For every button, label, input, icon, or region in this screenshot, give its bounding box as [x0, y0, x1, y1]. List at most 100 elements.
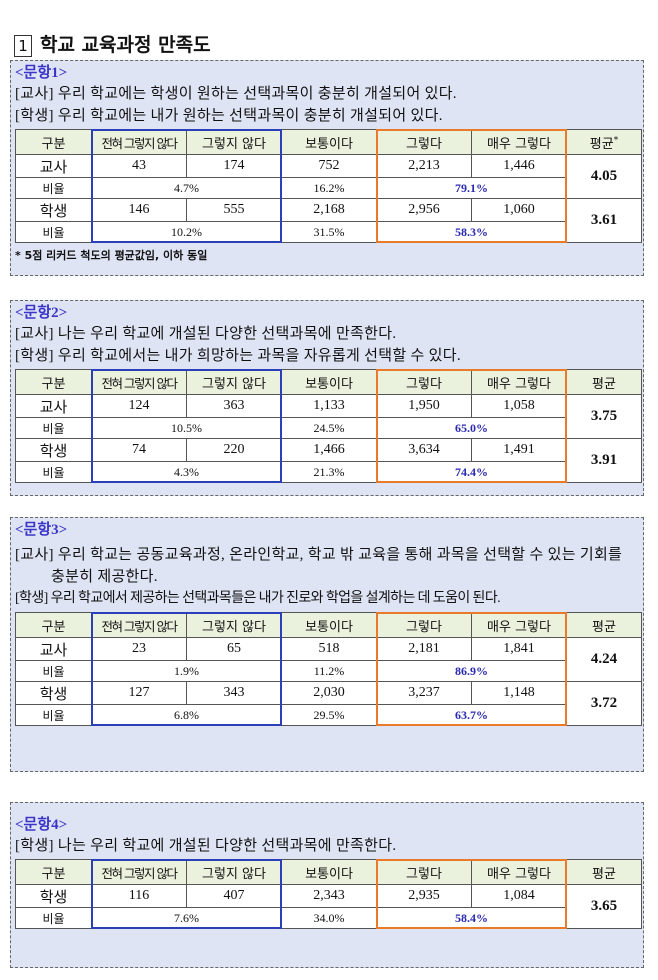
mean-cell: 3.65	[566, 884, 642, 929]
column-mark: *	[613, 135, 619, 146]
count-cell: 2,343	[281, 884, 377, 908]
table-wrap: 구분 전혀 그렇지 않다 그렇지 않다 보통이다 그렇다 매우 그렇다 평균 교사 23 65 51…	[15, 612, 642, 726]
ratio-row: 비율 10.5% 24.5% 65.0%	[15, 417, 642, 439]
ratio-label: 비율	[15, 221, 92, 243]
table-wrap: 구분 전혀 그렇지 않다 그렇지 않다 보통이다 그렇다 매우 그렇다 평균 학생 116 407…	[15, 859, 642, 929]
column-header: 전혀 그렇지 않다	[91, 369, 187, 395]
column-header-text: 그렇다	[406, 136, 442, 152]
question-label: <문항3>	[15, 522, 68, 538]
column-header-text: 그렇지 않다	[202, 619, 266, 635]
statement: [학생] 우리 학교에서 제공하는 선택과목들은 내가 진로와 학업을 설계하는…	[15, 591, 501, 606]
column-header-text: 구분	[41, 376, 66, 392]
count-cell: 124	[91, 394, 187, 418]
count-cell: 43	[91, 154, 187, 178]
column-header: 매우 그렇다	[471, 859, 567, 885]
ratio-cell: 6.8%	[91, 704, 282, 726]
ratio-row: 비율 4.3% 21.3% 74.4%	[15, 461, 642, 483]
page-title: 1 학교 교육과정 만족도	[14, 30, 211, 57]
column-header-text: 그렇지 않다	[202, 376, 266, 392]
mean-cell: 3.91	[566, 438, 642, 483]
column-header-text: 평균	[592, 619, 616, 635]
column-header: 그렇지 않다	[186, 859, 282, 885]
statement: [교사] 우리 학교에는 학생이 원하는 선택과목이 충분히 개설되어 있다.	[15, 86, 457, 102]
column-header: 평균	[566, 859, 642, 885]
ratio-label: 비율	[15, 417, 92, 439]
column-header-text: 보통이다	[305, 866, 353, 882]
column-header: 그렇다	[376, 859, 472, 885]
title-number: 1	[14, 35, 32, 57]
count-cell: 518	[281, 637, 377, 661]
column-header-text: 전혀 그렇지 않다	[101, 865, 178, 881]
statement: [교사] 나는 우리 학교에 개설된 다양한 선택과목에 만족한다.	[15, 326, 397, 342]
count-row: 학생 74 220 1,466 3,634 1,491 3.91	[15, 438, 642, 483]
count-cell: 3,237	[376, 681, 472, 705]
column-header-text: 그렇지 않다	[202, 866, 266, 882]
question-section: <문항2> [교사] 나는 우리 학교에 개설된 다양한 선택과목에 만족한다. […	[10, 300, 644, 496]
ratio-row: 비율 1.9% 11.2% 86.9%	[15, 660, 642, 682]
column-header: 그렇다	[376, 612, 472, 638]
count-cell: 146	[91, 198, 187, 222]
column-header: 평균	[566, 369, 642, 395]
count-cell: 1,950	[376, 394, 472, 418]
satisfaction-table: 구분 전혀 그렇지 않다 그렇지 않다 보통이다 그렇다 매우 그렇다 평균 교사 23 65 51…	[15, 612, 642, 726]
statement: [교사] 우리 학교는 공동교육과정, 온라인학교, 학교 밖 교육을 통해 과…	[15, 547, 623, 585]
column-header: 전혀 그렇지 않다	[91, 129, 187, 155]
count-cell: 116	[91, 884, 187, 908]
count-cell: 2,956	[376, 198, 472, 222]
column-header: 구분	[15, 612, 92, 638]
column-header-text: 그렇다	[406, 376, 442, 392]
ratio-cell: 1.9%	[91, 660, 282, 682]
count-cell: 1,466	[281, 438, 377, 462]
header-row: 구분 전혀 그렇지 않다 그렇지 않다 보통이다 그렇다 매우 그렇다 평균	[15, 369, 642, 395]
question-section: <문항3> [교사] 우리 학교는 공동교육과정, 온라인학교, 학교 밖 교육을…	[10, 517, 644, 772]
column-header-text: 보통이다	[305, 136, 353, 152]
column-header: 구분	[15, 369, 92, 395]
ratio-cell: 10.5%	[91, 417, 282, 439]
count-cell: 127	[91, 681, 187, 705]
ratio-label: 비율	[15, 461, 92, 483]
ratio-label: 비율	[15, 907, 92, 929]
count-cell: 65	[186, 637, 282, 661]
column-header: 전혀 그렇지 않다	[91, 612, 187, 638]
ratio-label: 비율	[15, 704, 92, 726]
count-cell: 343	[186, 681, 282, 705]
footnote: * 5점 리커드 척도의 평균값임, 이하 동일	[15, 249, 208, 262]
count-row: 학생 116 407 2,343 2,935 1,084 3.65	[15, 884, 642, 929]
ratio-cell: 16.2%	[281, 177, 377, 199]
count-cell: 1,060	[471, 198, 567, 222]
column-header: 구분	[15, 129, 92, 155]
count-cell: 1,084	[471, 884, 567, 908]
count-row: 학생 127 343 2,030 3,237 1,148 3.72	[15, 681, 642, 726]
column-header-text: 구분	[41, 136, 66, 152]
table-wrap: 구분 전혀 그렇지 않다 그렇지 않다 보통이다 그렇다 매우 그렇다 평균* 교사 43 174…	[15, 129, 642, 243]
ratio-cell: 4.7%	[91, 177, 282, 199]
column-header-text: 전혀 그렇지 않다	[101, 375, 178, 391]
count-cell: 23	[91, 637, 187, 661]
column-header: 구분	[15, 859, 92, 885]
column-header: 매우 그렇다	[471, 369, 567, 395]
header-row: 구분 전혀 그렇지 않다 그렇지 않다 보통이다 그렇다 매우 그렇다 평균	[15, 859, 642, 885]
ratio-cell: 10.2%	[91, 221, 282, 243]
count-cell: 555	[186, 198, 282, 222]
column-header: 보통이다	[281, 859, 377, 885]
group-name: 교사	[15, 154, 92, 178]
ratio-row: 비율 7.6% 34.0% 58.4%	[15, 907, 642, 929]
column-header-text: 구분	[41, 866, 66, 882]
column-header: 평균	[566, 612, 642, 638]
ratio-cell: 65.0%	[376, 417, 567, 439]
column-header-text: 그렇다	[406, 866, 442, 882]
header-row: 구분 전혀 그렇지 않다 그렇지 않다 보통이다 그렇다 매우 그렇다 평균*	[15, 129, 642, 155]
count-row: 학생 146 555 2,168 2,956 1,060 3.61	[15, 198, 642, 243]
column-header: 보통이다	[281, 369, 377, 395]
column-header: 평균*	[566, 129, 642, 155]
column-header-text: 매우 그렇다	[487, 136, 551, 152]
count-cell: 74	[91, 438, 187, 462]
column-header: 그렇다	[376, 129, 472, 155]
group-name: 학생	[15, 198, 92, 222]
question-label: <문항4>	[15, 817, 68, 833]
ratio-cell: 29.5%	[281, 704, 377, 726]
count-cell: 2,030	[281, 681, 377, 705]
count-cell: 1,133	[281, 394, 377, 418]
ratio-cell: 58.4%	[376, 907, 567, 929]
